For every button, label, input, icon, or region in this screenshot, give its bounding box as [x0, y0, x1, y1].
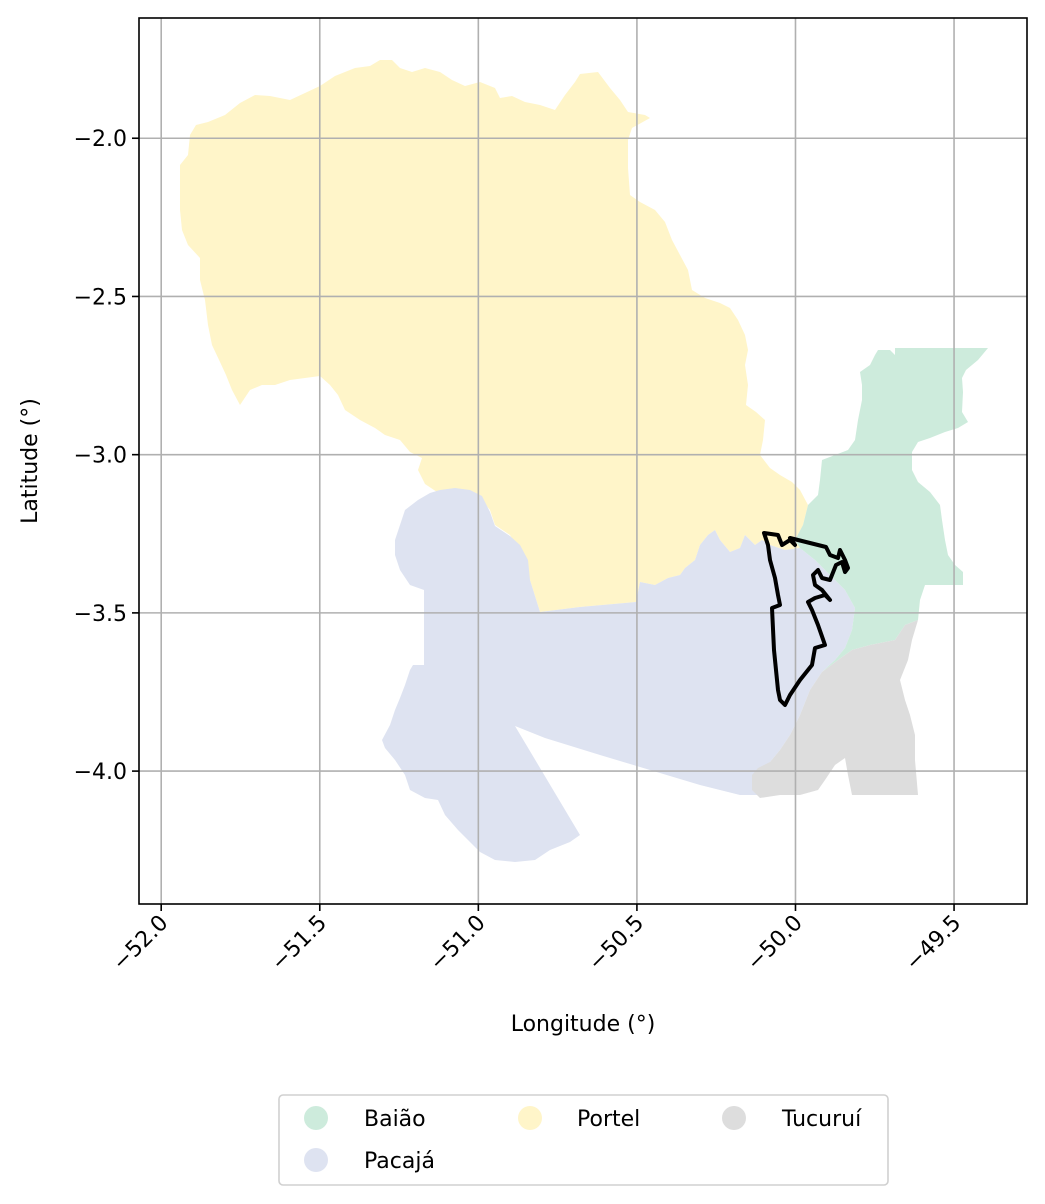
y-tick-label: −3.5	[74, 602, 127, 627]
y-tick-label: −3.0	[74, 444, 127, 469]
x-tick-label: −52.0	[108, 911, 173, 976]
x-tick-label: −51.0	[425, 911, 490, 976]
x-tick-label: −50.0	[742, 911, 807, 976]
y-axis: −2.0 −2.5 −3.0 −3.5 −4.0	[74, 127, 139, 785]
region-portel	[180, 60, 808, 612]
region-tucurui	[752, 620, 918, 798]
grid-lines	[139, 18, 1027, 904]
region-baiao	[795, 348, 988, 672]
legend-marker-pacaja	[304, 1148, 328, 1172]
study-area-outline	[762, 531, 850, 707]
legend: Baião Pacajá Portel Tucuruí	[278, 1094, 889, 1186]
x-tick-label: −50.5	[584, 911, 649, 976]
legend-marker-tucurui	[722, 1106, 746, 1130]
region-pacaja	[382, 488, 855, 862]
y-tick-label: −2.5	[74, 285, 127, 310]
legend-label-pacaja: Pacajá	[364, 1149, 435, 1174]
legend-label-tucurui: Tucuruí	[781, 1107, 862, 1132]
y-tick-label: −4.0	[74, 760, 127, 785]
legend-label-portel: Portel	[577, 1107, 640, 1132]
x-axis-title: Longitude (°)	[511, 1012, 656, 1037]
legend-marker-baiao	[304, 1106, 328, 1130]
legend-marker-portel	[518, 1106, 542, 1130]
regions-layer	[180, 60, 988, 862]
y-tick-label: −2.0	[74, 127, 127, 152]
y-axis-title: Latitude (°)	[18, 398, 43, 524]
x-tick-label: −49.5	[901, 911, 966, 976]
legend-label-baiao: Baião	[364, 1107, 426, 1132]
x-axis: −52.0 −51.5 −51.0 −50.5 −50.0 −49.5	[108, 904, 966, 976]
axes-frame	[138, 17, 1028, 905]
x-tick-label: −51.5	[267, 911, 332, 976]
